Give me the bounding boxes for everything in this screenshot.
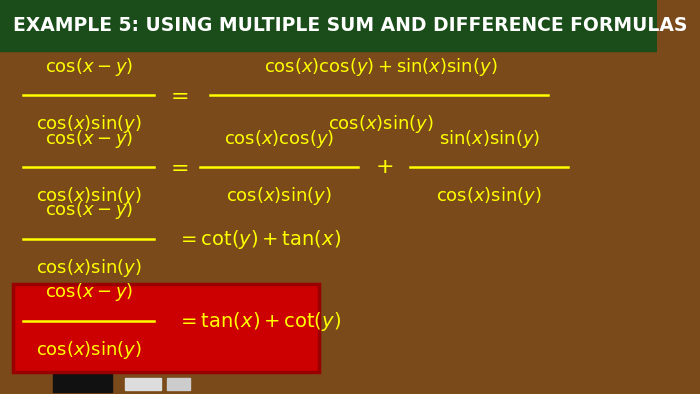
Text: $= \tan(x) + \cot(y)$: $= \tan(x) + \cot(y)$ (177, 310, 342, 333)
FancyBboxPatch shape (13, 284, 318, 372)
Text: $\cos(x)\sin(y)$: $\cos(x)\sin(y)$ (36, 257, 141, 279)
Bar (167, 378, 190, 390)
Text: $\cos(x-y)$: $\cos(x-y)$ (45, 281, 133, 303)
Text: EXAMPLE 5: USING MULTIPLE SUM AND DIFFERENCE FORMULAS: EXAMPLE 5: USING MULTIPLE SUM AND DIFFER… (13, 16, 687, 35)
Text: $=$: $=$ (166, 158, 188, 177)
Text: $= \cot(y) + \tan(x)$: $= \cot(y) + \tan(x)$ (177, 228, 342, 251)
Text: $\cos(x)\cos(y)$: $\cos(x)\cos(y)$ (224, 128, 335, 150)
Bar (52, 374, 111, 392)
Text: $\cos(x)\cos(y)+\sin(x)\sin(y)$: $\cos(x)\cos(y)+\sin(x)\sin(y)$ (264, 56, 498, 78)
Text: $\cos(x)\sin(y)$: $\cos(x)\sin(y)$ (36, 185, 141, 207)
Text: $\cos(x)\sin(y)$: $\cos(x)\sin(y)$ (436, 185, 542, 207)
Text: $\cos(x-y)$: $\cos(x-y)$ (45, 128, 133, 150)
Text: $\cos(x)\sin(y)$: $\cos(x)\sin(y)$ (36, 113, 141, 135)
Text: $+$: $+$ (375, 158, 393, 177)
Bar (0, 0, 657, 51)
Text: $=$: $=$ (166, 85, 188, 105)
Text: $\cos(x-y)$: $\cos(x-y)$ (45, 56, 133, 78)
Text: $\cos(x)\sin(y)$: $\cos(x)\sin(y)$ (328, 113, 434, 135)
Bar (125, 378, 161, 390)
Text: $\cos(x)\sin(y)$: $\cos(x)\sin(y)$ (226, 185, 332, 207)
Text: $\sin(x)\sin(y)$: $\sin(x)\sin(y)$ (439, 128, 540, 150)
Text: $\cos(x-y)$: $\cos(x-y)$ (45, 199, 133, 221)
Text: $\cos(x)\sin(y)$: $\cos(x)\sin(y)$ (36, 339, 141, 361)
